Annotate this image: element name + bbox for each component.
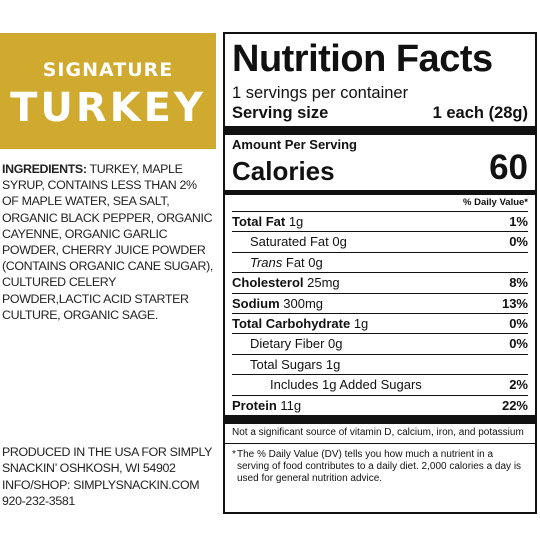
ingredients-text: TURKEY, MAPLE SYRUP, CONTAINS LESS THAN … [2, 162, 213, 322]
nutrient-amount: 11g [276, 397, 302, 413]
company-line-4: 920-232-3581 [2, 494, 75, 509]
nutrient-dv: 0% [509, 315, 528, 331]
amount-per-serving: Amount Per Serving [232, 137, 357, 152]
nutrient-row-saturated-fat: Saturated Fat 0g 0% [232, 231, 528, 251]
nutrient-amount: 1g [322, 356, 341, 372]
serving-size-value: 1 each (28g) [432, 104, 528, 122]
nutrient-amount: 25mg [303, 275, 340, 291]
company-line-2: SNACKIN’ OSHKOSH, WI 54902 [2, 461, 176, 476]
nutrient-dv: 8% [509, 275, 528, 291]
nutrient-row-total-carbohydrate: Total Carbohydrate 1g 0% [232, 312, 528, 333]
medium-divider [225, 190, 535, 195]
nutrient-dv: 22% [501, 397, 528, 413]
product-banner: SIGNATURE TURKEY [0, 33, 216, 149]
ingredients-heading: INGREDIENTS: [2, 162, 87, 176]
ingredients-list: INGREDIENTS: TURKEY, MAPLE SYRUP, CONTAI… [2, 161, 216, 323]
nutrient-name: Includes 1g Added Sugars [270, 377, 422, 393]
nutrient-amount: 0g [328, 234, 347, 250]
nutrient-amount: 1g [350, 315, 369, 331]
footnote-asterisk: * [232, 448, 236, 460]
nutrient-amount: 300mg [279, 295, 324, 311]
nutrient-name: Cholesterol [232, 275, 304, 291]
nutrient-amount: 1g [285, 214, 304, 229]
serving-size-label: Serving size [232, 104, 329, 122]
calories-row: Calories 60 [232, 148, 528, 187]
company-info: PRODUCED IN THE USA FOR SIMPLY SNACKIN’ … [2, 444, 216, 510]
nutrient-name: Saturated Fat [250, 234, 329, 250]
nutrient-row-cholesterol: Cholesterol 25mg 8% [232, 272, 528, 292]
nutrient-dv: 0% [509, 336, 528, 352]
thick-divider-bottom [225, 414, 535, 424]
nutrient-row-sodium: Sodium 300mg 13% [232, 292, 528, 313]
nutrient-amount: 0g [324, 336, 343, 352]
footnote-text: The % Daily Value (DV) tells you how muc… [237, 448, 522, 484]
banner-product-name: TURKEY [10, 85, 206, 131]
nutrient-name: Total Carbohydrate [232, 315, 351, 331]
company-line-3: INFO/SHOP: SIMPLYSNACKIN.COM [2, 477, 200, 492]
daily-value-footnote: * The % Daily Value (DV) tells you how m… [232, 449, 528, 485]
nutrient-name: Total Sugars [250, 356, 323, 372]
banner-subtitle: SIGNATURE [42, 59, 174, 81]
nutrient-name: Sodium [232, 295, 280, 311]
nutrient-row-total-fat: Total Fat 1g 1% [232, 211, 528, 231]
nutrient-row-dietary-fiber: Dietary Fiber 0g 0% [232, 333, 528, 353]
nutrient-name: Protein [232, 397, 277, 413]
nutrient-dv: 2% [509, 377, 528, 393]
servings-per-container: 1 servings per container [232, 84, 409, 102]
nutrient-row-protein: Protein 11g 22% [232, 394, 528, 415]
nutrient-dv: 0% [509, 234, 528, 250]
vitamin-note: Not a significant source of vitamin D, c… [225, 427, 535, 444]
nutrient-row-added-sugars: Includes 1g Added Sugars 2% [232, 374, 528, 394]
thick-divider [225, 126, 535, 135]
nutrition-title: Nutrition Facts [232, 38, 493, 80]
nutrient-amount: Fat 0g [282, 254, 323, 270]
company-line-1: PRODUCED IN THE USA FOR SIMPLY [2, 445, 213, 459]
nutrient-row-total-sugars: Total Sugars 1g [232, 353, 528, 374]
daily-value-header: % Daily Value* [463, 197, 528, 208]
nutrient-dv: 1% [509, 214, 528, 229]
serving-size-row: Serving size 1 each (28g) [232, 103, 528, 123]
nutrient-name: Dietary Fiber [250, 336, 325, 352]
nutrient-row-trans-fat: Trans Fat 0g [232, 251, 528, 272]
calories-value: 60 [489, 148, 528, 187]
nutrient-name: Total Fat [232, 214, 286, 229]
nutrient-dv: 13% [501, 295, 528, 311]
calories-label: Calories [232, 156, 335, 186]
nutrition-facts-panel: Nutrition Facts 1 servings per container… [223, 32, 537, 514]
nutrient-name: Trans [250, 254, 283, 270]
